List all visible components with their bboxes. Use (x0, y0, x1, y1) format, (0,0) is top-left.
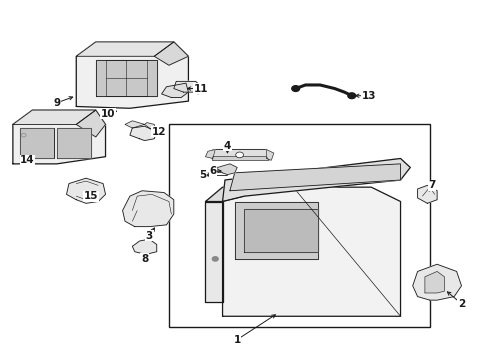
Text: 12: 12 (152, 127, 166, 136)
Polygon shape (244, 209, 317, 252)
Polygon shape (130, 126, 157, 140)
Polygon shape (132, 239, 157, 253)
Polygon shape (222, 158, 409, 202)
Polygon shape (20, 128, 54, 158)
Polygon shape (266, 149, 273, 160)
Polygon shape (417, 185, 436, 203)
Text: 4: 4 (224, 141, 231, 151)
Polygon shape (76, 42, 188, 108)
Text: 15: 15 (83, 191, 98, 201)
Text: 8: 8 (141, 254, 148, 264)
Polygon shape (76, 110, 105, 137)
Polygon shape (212, 157, 268, 160)
Text: 13: 13 (361, 91, 375, 101)
Polygon shape (125, 121, 144, 128)
Circle shape (347, 93, 355, 99)
Polygon shape (96, 60, 157, 96)
Polygon shape (173, 81, 203, 94)
Text: 11: 11 (193, 84, 207, 94)
Polygon shape (161, 83, 188, 98)
Polygon shape (122, 191, 173, 226)
Polygon shape (424, 271, 444, 293)
Polygon shape (412, 264, 461, 300)
Bar (168, 125, 429, 327)
Text: 3: 3 (145, 231, 153, 240)
Text: 9: 9 (53, 98, 60, 108)
Polygon shape (66, 178, 105, 203)
Polygon shape (234, 202, 317, 259)
Polygon shape (154, 42, 188, 65)
Polygon shape (229, 164, 400, 191)
Polygon shape (222, 187, 400, 316)
Polygon shape (205, 149, 215, 158)
Polygon shape (13, 110, 105, 164)
Polygon shape (13, 110, 96, 125)
Text: 1: 1 (233, 334, 240, 345)
Text: 2: 2 (457, 299, 464, 309)
Polygon shape (144, 123, 154, 132)
Text: 6: 6 (209, 166, 216, 176)
Circle shape (291, 86, 299, 91)
Polygon shape (57, 128, 91, 158)
Polygon shape (215, 164, 237, 175)
Text: 14: 14 (20, 155, 35, 165)
Text: 10: 10 (101, 109, 115, 119)
Circle shape (212, 257, 218, 261)
Text: 5: 5 (199, 170, 206, 180)
Polygon shape (205, 202, 222, 302)
Text: 7: 7 (427, 180, 435, 190)
Polygon shape (205, 187, 244, 202)
Polygon shape (76, 42, 173, 56)
Polygon shape (210, 149, 271, 160)
Circle shape (235, 152, 243, 158)
